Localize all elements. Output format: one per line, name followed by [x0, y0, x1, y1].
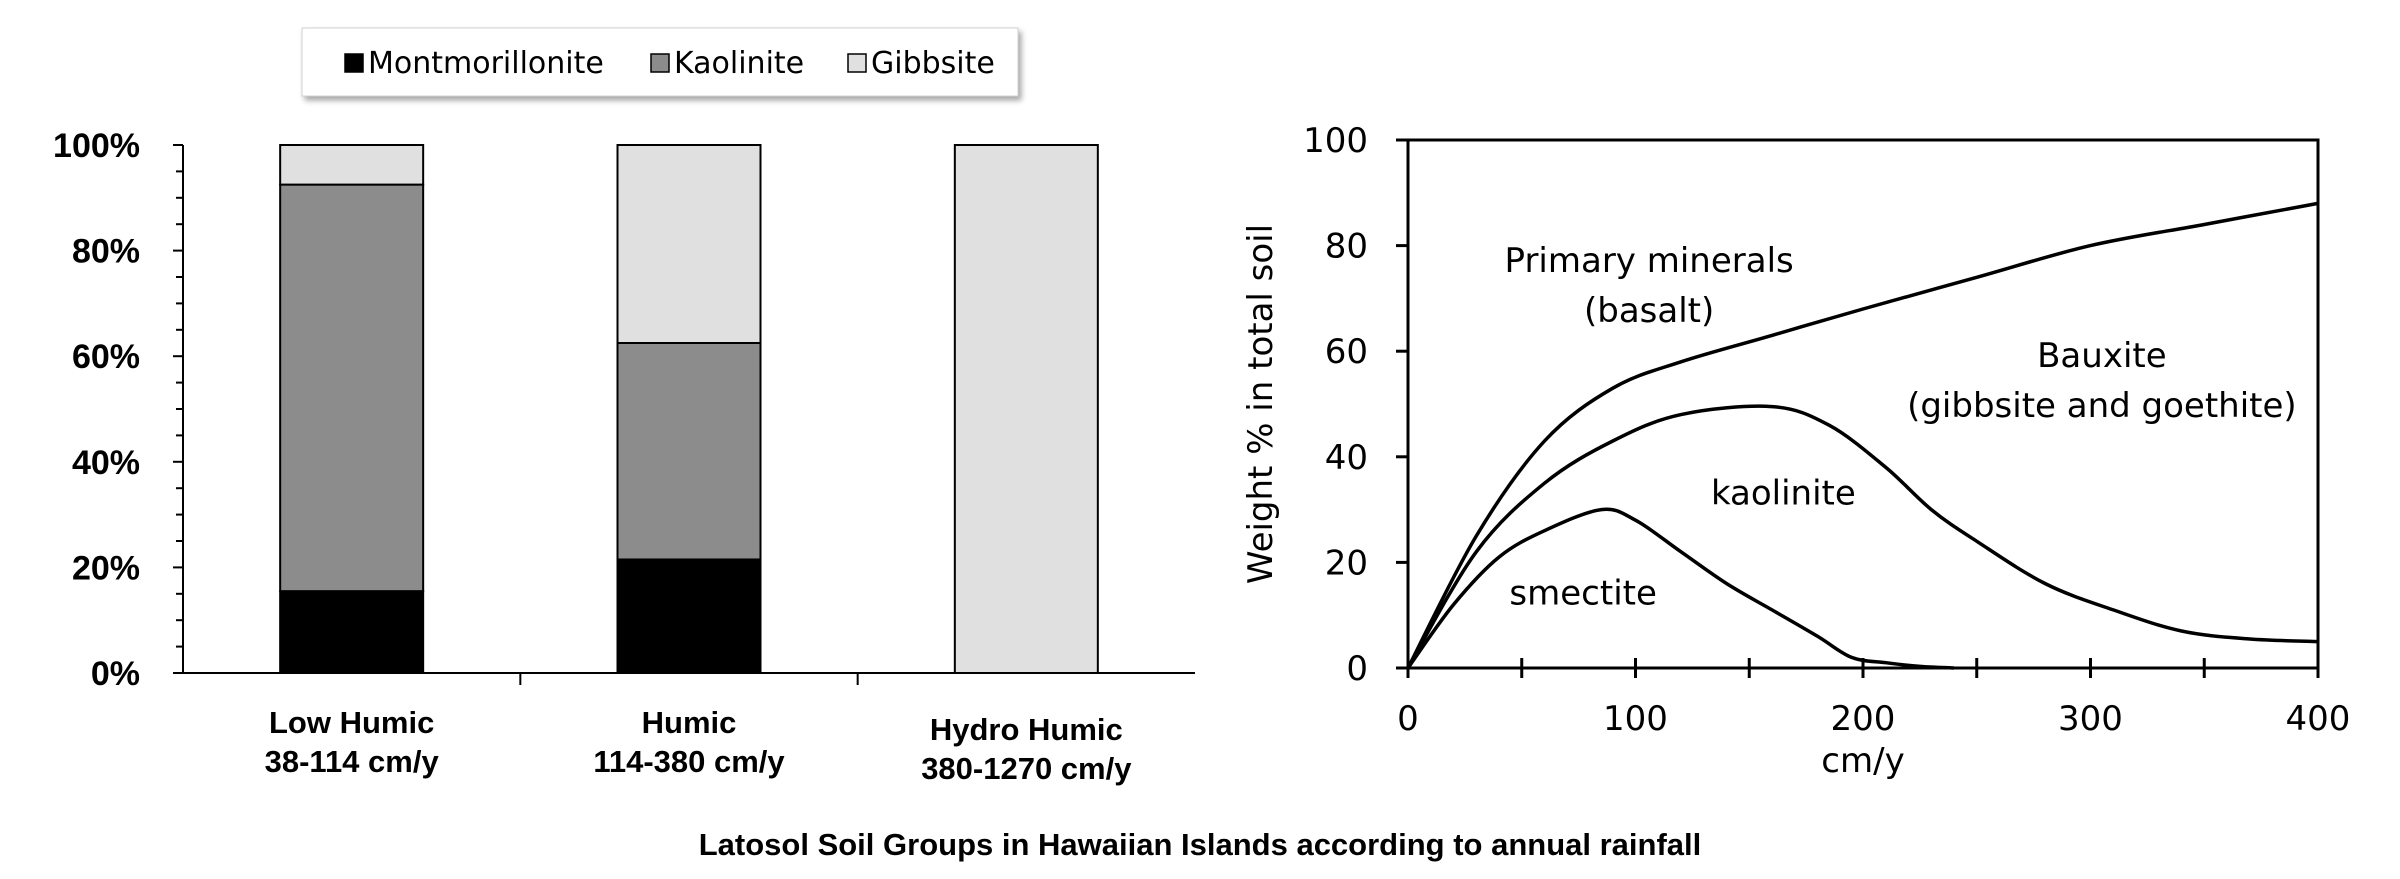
bar-segment-gibbsite [279, 144, 425, 186]
region-annotation: smectite [1509, 574, 1656, 614]
curves [1406, 201, 2319, 670]
x-tick-labels: 0 100 200 300 400 [1397, 699, 2350, 739]
legend-items: Montmorillonite Kaolinite Gibbsite [344, 46, 995, 81]
bars [279, 144, 1099, 674]
x-tick-label: 0 [1397, 699, 1419, 739]
category-label: Humic [642, 705, 737, 740]
region-annotation: Primary minerals (basalt) [1505, 241, 1794, 331]
line-axis-ticks [1396, 138, 2320, 678]
y-tick-label: 60% [72, 338, 140, 376]
line-chart: Primary minerals (basalt) Bauxite (gibbsite… [1241, 121, 2350, 781]
y-axis-label: Weight % in total soil [1241, 224, 1281, 584]
legend-swatch [650, 53, 670, 73]
y-tick-labels: 0% 20% 40% 60% 80% 100% [53, 127, 140, 693]
legend-entry-kaolinite: Kaolinite [674, 46, 804, 81]
y-tick-label: 0 [1346, 649, 1368, 689]
bar-segment-kaolinite [616, 342, 762, 561]
annotations: Primary minerals (basalt) Bauxite (gibbsite… [1505, 241, 2297, 614]
bar-segment-kaolinite [279, 183, 425, 593]
category-label: Hydro Humic [930, 712, 1123, 747]
legend-entry-gibbsite: Gibbsite [871, 46, 995, 81]
category-range-label: 380-1270 cm/y [921, 751, 1132, 786]
x-axis-label: cm/y [1821, 741, 1904, 781]
region-annotation: kaolinite [1711, 473, 1856, 513]
y-tick-label: 60 [1325, 332, 1368, 372]
legend-entry-montmorillonite: Montmorillonite [368, 46, 604, 81]
stacked-bar-chart: Montmorillonite Kaolinite Gibbsite 0% 20% 40… [53, 27, 1195, 786]
legend-swatch [847, 53, 867, 73]
x-tick-label: 300 [2058, 699, 2123, 739]
y-tick-label: 100% [53, 127, 140, 165]
curve-3 [1406, 507, 1955, 670]
region-annotation: Bauxite (gibbsite and goethite) [1907, 336, 2297, 426]
category-range-label: 114-380 cm/y [593, 744, 785, 779]
y-tick-label: 80 [1325, 227, 1368, 267]
category-labels: Low Humic 38-114 cm/y Humic 114-380 cm/y Hyd… [265, 705, 1133, 786]
bar-segment-gibbsite [616, 144, 762, 344]
curve-2 [1406, 404, 2319, 669]
y-tick-label: 40% [72, 444, 140, 482]
category-label: Low Humic [269, 705, 434, 740]
y-tick-label: 80% [72, 233, 140, 271]
y-tick-label: 0% [91, 655, 140, 693]
x-tick-label: 400 [2286, 699, 2351, 739]
category-range-label: 38-114 cm/y [265, 744, 440, 779]
bar-segment-montmorillonite [279, 590, 425, 674]
y-tick-label: 40 [1325, 438, 1368, 478]
curve-1 [1406, 201, 2319, 669]
legend: Montmorillonite Kaolinite Gibbsite [301, 27, 1019, 97]
figure-caption: Latosol Soil Groups in Hawaiian Islands … [699, 827, 1702, 862]
x-tick-label: 100 [1603, 699, 1668, 739]
y-tick-labels: 0 20 40 60 80 100 [1303, 121, 1368, 689]
bar-segment-gibbsite [953, 144, 1099, 674]
x-tick-label: 200 [1831, 699, 1896, 739]
y-tick-label: 20% [72, 549, 140, 587]
legend-swatch [344, 53, 364, 73]
bar-segment-montmorillonite [616, 558, 762, 674]
y-tick-label: 100 [1303, 121, 1368, 161]
y-tick-label: 20 [1325, 543, 1368, 583]
